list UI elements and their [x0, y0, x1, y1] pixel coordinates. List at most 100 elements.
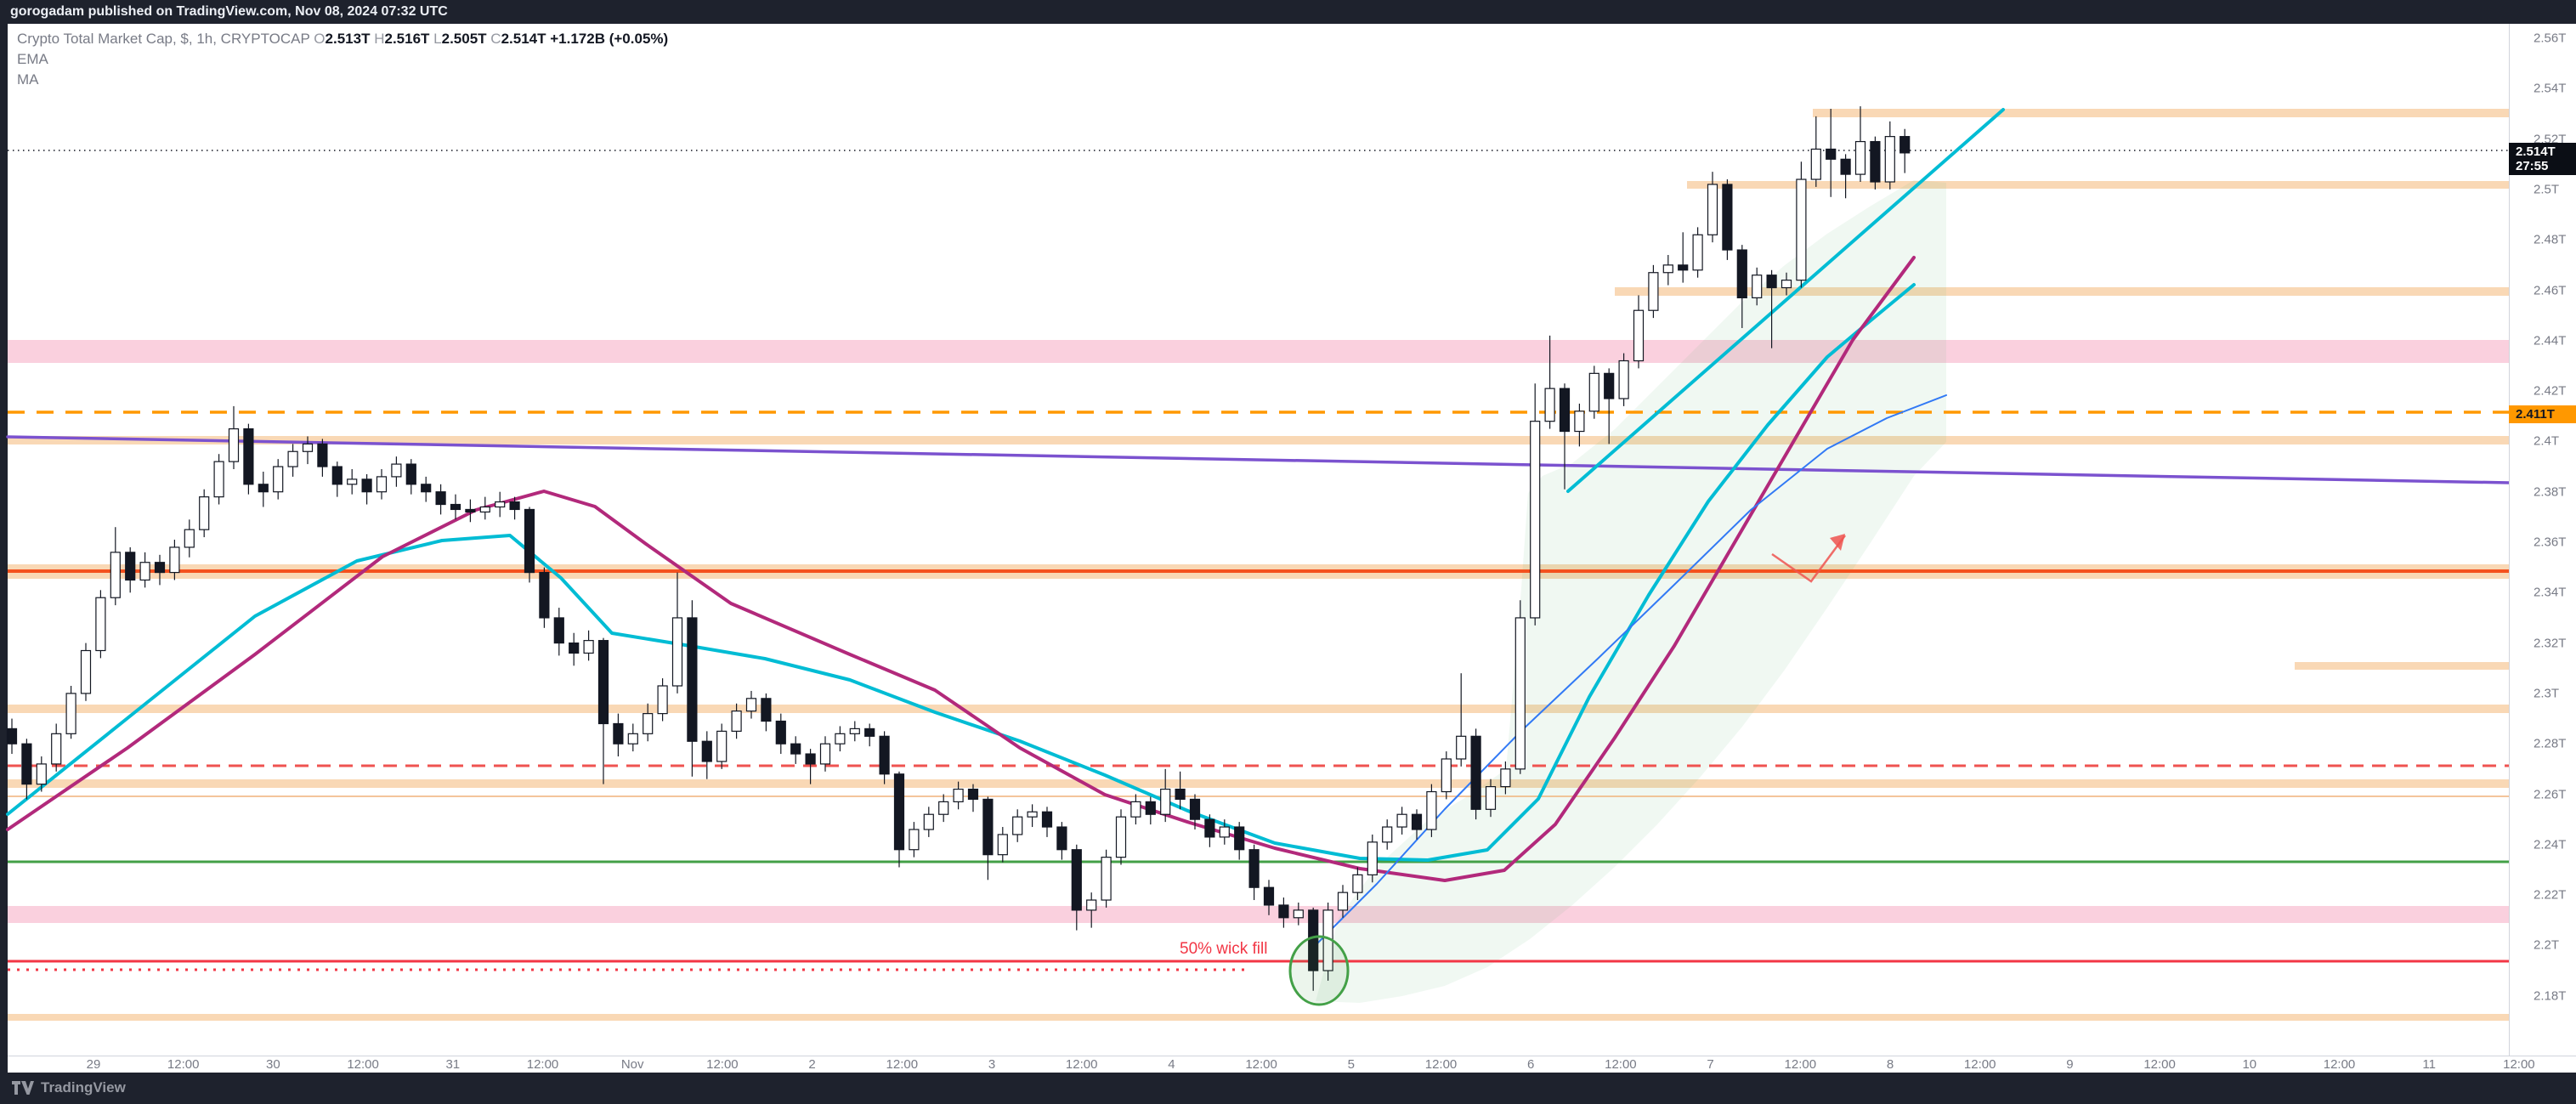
tradingview-logo-icon — [12, 1081, 34, 1095]
ascending-cyan-trendline[interactable] — [1566, 108, 2005, 493]
resistance-zone-2.50 — [1687, 181, 2509, 189]
candle-down — [1263, 886, 1275, 906]
candle-up — [1692, 234, 1703, 271]
ma-thin-blue[interactable] — [1312, 394, 1947, 948]
price-axis[interactable]: 2.56T 2.54T 2.52T 2.5T 2.48T 2.46T 2.44T 2.42T 2… — [2509, 24, 2576, 1056]
candle-up — [199, 496, 210, 530]
candle-up — [923, 813, 934, 830]
ohlc-open-value: 2.513T — [325, 31, 371, 47]
candle-up — [731, 711, 742, 732]
alert-price-value: 2.411T — [2516, 407, 2555, 422]
tradingview-logo[interactable]: TradingView — [12, 1079, 126, 1096]
time-axis-label: 12:00 — [1784, 1057, 1817, 1072]
time-axis-label: 12:00 — [167, 1057, 200, 1072]
candle-down — [805, 753, 816, 765]
candle-up — [1884, 136, 1895, 183]
bar-countdown: 27:55 — [2516, 159, 2549, 173]
zone-2.295 — [8, 705, 2509, 713]
candle-down — [524, 508, 535, 574]
candle-up — [65, 693, 76, 734]
red-bounce-arrow[interactable] — [1771, 535, 1847, 583]
candle-down — [539, 571, 550, 619]
ema-fast[interactable] — [6, 283, 1916, 862]
resistance-zone-2.53 — [1813, 109, 2509, 117]
price-axis-label: 2.42T — [2534, 383, 2567, 399]
candle-down — [982, 798, 994, 856]
price-axis-label: 2.34T — [2534, 585, 2567, 600]
candle-down — [879, 735, 890, 775]
ohlc-open-label: O — [314, 31, 326, 47]
candle-down — [6, 728, 18, 744]
ohlc-low-label: L — [433, 31, 442, 47]
zone-2.40 — [8, 436, 2509, 444]
time-axis-label: 4 — [1168, 1057, 1175, 1072]
ohlc-high-value: 2.516T — [384, 31, 430, 47]
time-axis-label: 12:00 — [2323, 1057, 2356, 1072]
footer-bar: TradingView — [0, 1073, 2576, 1104]
candle-up — [169, 546, 180, 574]
candle-down — [1189, 798, 1201, 820]
candle-down — [1470, 735, 1481, 810]
time-axis-label: 3 — [988, 1057, 996, 1072]
candle-down — [405, 463, 416, 485]
candle-down — [569, 642, 580, 654]
candle-up — [376, 476, 388, 493]
time-axis-label: Nov — [620, 1057, 644, 1072]
green-circle-wick-low[interactable] — [1288, 935, 1350, 1006]
time-axis-label: 12:00 — [347, 1057, 379, 1072]
candle-down — [1870, 140, 1881, 183]
legend-indicator-ma[interactable]: MA — [17, 71, 39, 88]
price-axis-label: 2.56T — [2534, 31, 2567, 46]
candle-down — [1278, 904, 1289, 919]
candle-up — [1514, 617, 1526, 770]
price-axis-label: 2.22T — [2534, 887, 2567, 903]
candle-up — [1219, 826, 1230, 838]
time-axis-label: 8 — [1886, 1057, 1894, 1072]
candle-down — [1722, 184, 1733, 251]
candle-up — [391, 463, 402, 478]
green-wash-rally-zone — [1316, 180, 1946, 1003]
candle-up — [1382, 826, 1393, 843]
candle-up — [1086, 899, 1097, 911]
candle-up — [745, 698, 757, 712]
candle-down — [1145, 801, 1156, 815]
candle-up — [36, 763, 47, 785]
candle-up — [583, 640, 594, 654]
candle-up — [1796, 178, 1807, 281]
ohlc-change-value: +1.172B (+0.05%) — [550, 31, 669, 47]
candle-up — [1027, 811, 1038, 818]
candle-up — [1293, 909, 1304, 919]
legend-indicator-ema[interactable]: EMA — [17, 51, 48, 67]
candle-up — [1530, 421, 1541, 619]
candle-up — [347, 478, 358, 485]
candle-down — [1840, 158, 1851, 175]
candle-up — [51, 733, 62, 765]
candle-down — [331, 466, 343, 485]
price-axis-label: 2.26T — [2534, 787, 2567, 801]
candle-up — [1012, 816, 1023, 835]
zone-2.264 — [8, 779, 2509, 788]
candle-down — [450, 503, 461, 511]
ma-slow[interactable] — [6, 256, 1916, 882]
candle-down — [775, 720, 786, 744]
candle-up — [849, 728, 860, 734]
candle-down — [421, 484, 432, 493]
candle-down — [21, 743, 32, 785]
symbol-title: Crypto Total Market Cap, $, 1h, CRYPTOCA… — [17, 31, 310, 47]
candle-up — [1352, 874, 1363, 893]
candle-down — [1899, 136, 1911, 154]
time-axis-label: 11 — [2422, 1057, 2436, 1072]
price-axis-label: 2.4T — [2534, 433, 2560, 449]
candle-up — [1396, 813, 1407, 828]
time-axis-label: 10 — [2242, 1057, 2257, 1072]
candle-up — [716, 730, 728, 762]
legend-symbol-row[interactable]: Crypto Total Market Cap, $, 1h, CRYPTOCA… — [17, 31, 668, 47]
candle-up — [273, 466, 284, 493]
descending-purple-trendline[interactable] — [6, 435, 2511, 484]
time-axis[interactable]: 29 12:00 30 12:00 31 12:00 Nov 12:00 2 12:00 3 12:0… — [8, 1056, 2576, 1073]
time-axis-label: 2 — [808, 1057, 816, 1072]
candle-up — [1781, 280, 1792, 289]
time-axis-label: 12:00 — [2143, 1057, 2176, 1072]
